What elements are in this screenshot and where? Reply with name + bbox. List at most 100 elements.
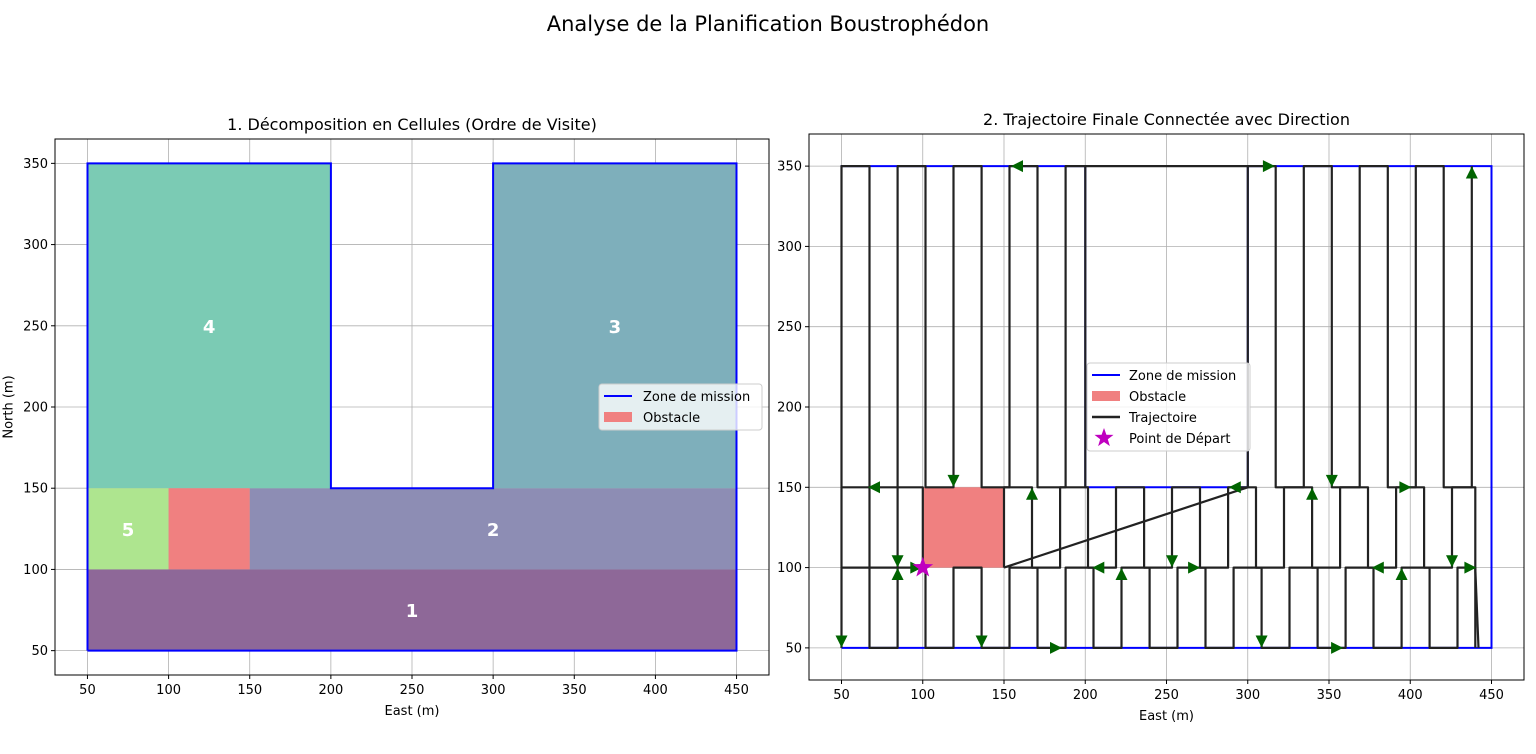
cell-5-region — [87, 488, 169, 570]
trajectory-panel: 2. Trajectoire Finale Connectée avec Dir… — [777, 110, 1525, 724]
x-tick-label: 250 — [400, 683, 425, 698]
x-tick-label: 200 — [1073, 688, 1098, 703]
legend-zone-label: Zone de mission — [1129, 369, 1236, 384]
x-tick-label: 450 — [1479, 688, 1504, 703]
direction-arrow-left — [1371, 561, 1384, 574]
direction-arrow-up — [1026, 487, 1038, 500]
x-tick-label: 50 — [833, 688, 850, 703]
trajectory-y-ticks: 50 100 150 200 250 300 350 — [777, 160, 809, 656]
cell-2-region — [249, 488, 737, 570]
trajectory-sweep-segment — [840, 566, 1477, 650]
direction-arrow-left — [1228, 481, 1241, 494]
direction-arrow-down — [835, 635, 848, 648]
legend-trajectory-label: Trajectoire — [1128, 411, 1197, 426]
direction-arrow-up — [891, 568, 904, 580]
decomposition-panel: 1. Décomposition en Cellules (Ordre de V… — [2, 115, 770, 719]
cell-4-label: 4 — [203, 317, 216, 338]
x-tick-label: 300 — [481, 683, 506, 698]
legend-start-star-icon — [1094, 428, 1114, 447]
x-tick-label: 100 — [910, 688, 935, 703]
x-tick-label: 350 — [562, 683, 587, 698]
decomposition-y-axis-label: North (m) — [2, 375, 17, 438]
x-tick-label: 50 — [79, 683, 96, 698]
direction-arrow-left — [1092, 561, 1105, 574]
x-tick-label: 250 — [1154, 688, 1179, 703]
direction-arrow-up — [1306, 487, 1319, 500]
direction-arrow-up — [1395, 568, 1408, 580]
mission-zone-boundary — [86, 162, 738, 652]
x-tick-label: 400 — [643, 683, 668, 698]
direction-arrow-right — [1262, 160, 1275, 173]
legend-obstacle-swatch — [604, 412, 632, 422]
direction-arrow-right — [1188, 561, 1201, 574]
y-tick-label: 200 — [23, 401, 48, 416]
cell-3-label: 3 — [609, 317, 622, 338]
direction-arrow-down — [1325, 474, 1338, 487]
trajectory-start-layer — [912, 556, 934, 577]
legend-zone-label: Zone de mission — [643, 390, 750, 405]
obstacle-region — [922, 487, 1004, 568]
y-tick-label: 300 — [777, 240, 802, 255]
y-tick-label: 150 — [777, 481, 802, 496]
y-tick-label: 100 — [23, 563, 48, 578]
x-tick-label: 400 — [1398, 688, 1423, 703]
direction-arrow-down — [1166, 555, 1178, 568]
x-tick-label: 300 — [1235, 688, 1260, 703]
direction-arrow-down — [1446, 555, 1458, 568]
legend-start-label: Point de Départ — [1129, 432, 1230, 447]
decomposition-cells — [87, 163, 737, 651]
trajectory-legend: Zone de mission Obstacle Trajectoire Poi… — [1086, 362, 1251, 452]
trajectory-x-ticks: 50 100 150 200 250 300 350 400 450 — [833, 680, 1504, 703]
cell-4-region — [87, 163, 331, 489]
y-tick-label: 250 — [777, 320, 802, 335]
trajectory-obstacle-layer — [922, 487, 1004, 568]
trajectory-sweep-segment — [840, 486, 924, 569]
trajectory-sweep-segment — [1246, 165, 1473, 489]
cell-5-label: 5 — [122, 520, 135, 541]
trajectory-transition-segment — [1003, 486, 1249, 569]
decomposition-legend-box — [598, 383, 763, 431]
x-tick-label: 150 — [992, 688, 1017, 703]
figure-suptitle: Analyse de la Planification Boustrophédo… — [546, 12, 990, 36]
direction-arrow-down — [891, 555, 904, 568]
trajectory-x-axis-label: East (m) — [1139, 709, 1194, 724]
decomposition-mission-zone-layer — [86, 162, 738, 652]
x-tick-label: 450 — [724, 683, 749, 698]
trajectory-sweep-segment — [1002, 486, 1477, 569]
legend-obstacle-label: Obstacle — [1129, 390, 1186, 405]
direction-arrow-right — [1331, 641, 1344, 654]
legend-obstacle-swatch — [1092, 391, 1120, 401]
direction-arrow-up — [1115, 568, 1128, 580]
y-tick-label: 200 — [777, 401, 802, 416]
x-tick-label: 200 — [318, 683, 343, 698]
cell-1-label: 1 — [406, 601, 419, 622]
y-tick-label: 150 — [23, 482, 48, 497]
direction-arrow-left — [1011, 160, 1023, 173]
y-tick-label: 350 — [777, 160, 802, 175]
y-tick-label: 250 — [23, 319, 48, 334]
decomposition-cell-labels: 1 2 3 4 5 — [122, 317, 621, 622]
trajectory-panel-title: 2. Trajectoire Finale Connectée avec Dir… — [983, 110, 1350, 129]
trajectory-legend-box — [1086, 362, 1251, 452]
x-tick-label: 150 — [237, 683, 262, 698]
cell-1-region — [87, 569, 737, 651]
direction-arrow-right — [1050, 641, 1062, 654]
decomposition-legend: Zone de mission Obstacle — [598, 383, 763, 431]
obstacle-region — [168, 488, 250, 570]
cell-2-label: 2 — [487, 520, 500, 541]
start-point-star — [912, 556, 934, 577]
trajectory-transition-segment — [1474, 567, 1480, 648]
y-tick-label: 50 — [785, 641, 802, 656]
direction-arrow-down — [947, 474, 960, 487]
y-tick-label: 50 — [31, 644, 48, 659]
direction-arrow-right — [1464, 561, 1477, 574]
direction-arrow-down — [1255, 635, 1268, 648]
y-tick-label: 350 — [23, 157, 48, 172]
decomposition-x-ticks: 50 100 150 200 250 300 350 400 450 — [79, 675, 749, 698]
legend-obstacle-label: Obstacle — [643, 411, 700, 426]
decomposition-panel-title: 1. Décomposition en Cellules (Ordre de V… — [227, 115, 597, 134]
y-tick-label: 300 — [23, 238, 48, 253]
y-tick-label: 100 — [777, 561, 802, 576]
decomposition-obstacle-layer — [168, 488, 250, 570]
